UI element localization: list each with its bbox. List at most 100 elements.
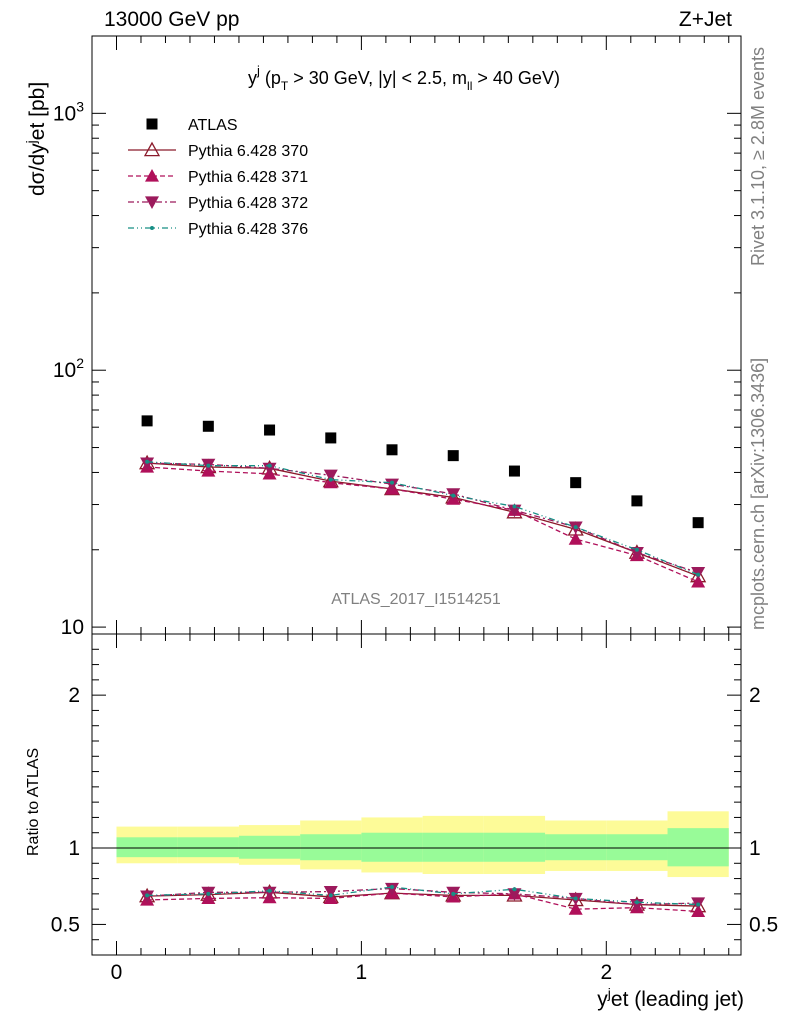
green-band (606, 834, 668, 861)
y-tick-label-exp: 2 (76, 355, 84, 371)
y-tick-label-base: 10 (53, 102, 76, 125)
green-band (545, 834, 607, 861)
ratio-point (145, 893, 150, 898)
ratio-y-tick-label-left: 1 (68, 837, 80, 860)
ratio-point (573, 896, 578, 901)
data-point (447, 450, 459, 462)
series-line-2 (147, 466, 699, 583)
ratio-point (262, 886, 277, 900)
green-band (667, 828, 729, 867)
legend-label: Pythia 6.428 371 (188, 169, 308, 186)
series-line-1 (147, 462, 699, 577)
ratio-y-tick-label-left: 0.5 (51, 913, 80, 936)
ratio-y-tick-label-right: 2 (749, 684, 761, 707)
y-tick-label: 102 (53, 355, 84, 382)
ratio-axes: 0.5 0.5 1 1 2 2 0 1 2 (51, 633, 778, 984)
ratio-series-layer (138, 882, 707, 918)
data-point (691, 574, 706, 588)
ratio-line-3 (147, 886, 699, 906)
svg-text:yj (pT > 30 GeV, |y| < 2.5, ml: yj (pT > 30 GeV, |y| < 2.5, mll > 40 GeV… (248, 63, 560, 93)
legend-marker (143, 141, 161, 157)
green-band (238, 835, 301, 859)
y-tick-label-exp: 3 (76, 98, 84, 114)
series-line-3 (147, 462, 699, 574)
ratio-frame (91, 633, 742, 956)
legend-label: Pythia 6.428 372 (188, 195, 308, 212)
ratio-point (568, 902, 583, 915)
y-tick-label: 10 (61, 616, 84, 639)
legend-marker (146, 118, 158, 130)
ratio-point (512, 887, 517, 892)
data-point (325, 432, 337, 444)
x-tick-label: 2 (600, 961, 612, 984)
data-point (267, 463, 272, 468)
header-process: Z+Jet (679, 8, 732, 31)
x-axis-label: yjet (leading jet) (597, 985, 744, 1011)
data-point (573, 525, 578, 530)
ratio-y-axis-label: Ratio to ATLAS (25, 748, 42, 856)
ratio-line-0 (147, 891, 699, 907)
green-band (483, 832, 546, 862)
ratio-point (691, 904, 706, 918)
legend-marker (145, 169, 159, 182)
data-point (386, 444, 398, 456)
rivet-label: Rivet 3.1.10, ≥ 2.8M events (748, 47, 768, 266)
y-tick-label: 103 (53, 98, 84, 125)
ratio-y-tick-label-right: 0.5 (749, 913, 778, 936)
data-point (145, 459, 150, 464)
green-band (177, 837, 239, 858)
ratio-point (451, 891, 456, 896)
ratio-uncertainty-bands (92, 811, 741, 878)
ratio-point (206, 891, 211, 896)
data-point (692, 517, 704, 529)
data-point (328, 477, 333, 482)
plot-title: yj (pT > 30 GeV, |y| < 2.5, mll > 40 GeV… (248, 63, 560, 93)
legend-label: ATLAS (188, 117, 238, 134)
ratio-y-tick-label-right: 1 (749, 837, 761, 860)
header-energy: 13000 GeV pp (104, 8, 239, 31)
data-point (390, 480, 395, 485)
ratio-point (385, 882, 400, 896)
data-point (568, 532, 583, 545)
legend-label: Pythia 6.428 376 (188, 221, 308, 238)
mcplots-label: mcplots.cern.ch [arXiv:1306.3436] (748, 358, 768, 630)
ratio-point (323, 885, 338, 899)
data-point (696, 572, 701, 577)
green-band (361, 832, 423, 862)
data-point (631, 495, 643, 507)
data-point (202, 420, 214, 432)
main-y-axis-label: dσ/dyjet [pb] (23, 82, 49, 196)
ratio-point (507, 888, 522, 901)
data-point (634, 547, 639, 552)
data-point (264, 424, 276, 436)
ratio-point (634, 900, 639, 905)
data-point (385, 478, 400, 492)
data-point (451, 493, 456, 498)
series-line-4 (147, 461, 699, 576)
ratio-y-tick-label-left: 2 (68, 684, 80, 707)
ratio-line-1 (147, 892, 699, 913)
green-band (300, 834, 362, 861)
x-tick-label: 0 (111, 961, 123, 984)
ratio-point (696, 902, 701, 907)
x-tick-label: 1 (356, 961, 368, 984)
legend: ATLAS Pythia 6.428 370 Pythia 6.428 371 Pyt… (128, 117, 308, 238)
ratio-point (328, 893, 333, 898)
legend-marker (150, 226, 154, 230)
green-band (422, 832, 484, 862)
legend-marker (145, 196, 159, 209)
legend-label: Pythia 6.428 370 (188, 143, 308, 160)
ratio-point (267, 888, 272, 893)
ratio-point (390, 884, 395, 889)
main-series-layer (138, 415, 707, 588)
y-tick-label-base: 10 (53, 359, 76, 382)
data-point (512, 504, 517, 509)
green-band (116, 837, 178, 858)
data-point (508, 465, 520, 477)
data-point (206, 463, 211, 468)
analysis-watermark: ATLAS_2017_I1514251 (331, 591, 501, 608)
data-point (629, 546, 644, 560)
data-point (323, 469, 338, 483)
data-point (141, 415, 153, 427)
